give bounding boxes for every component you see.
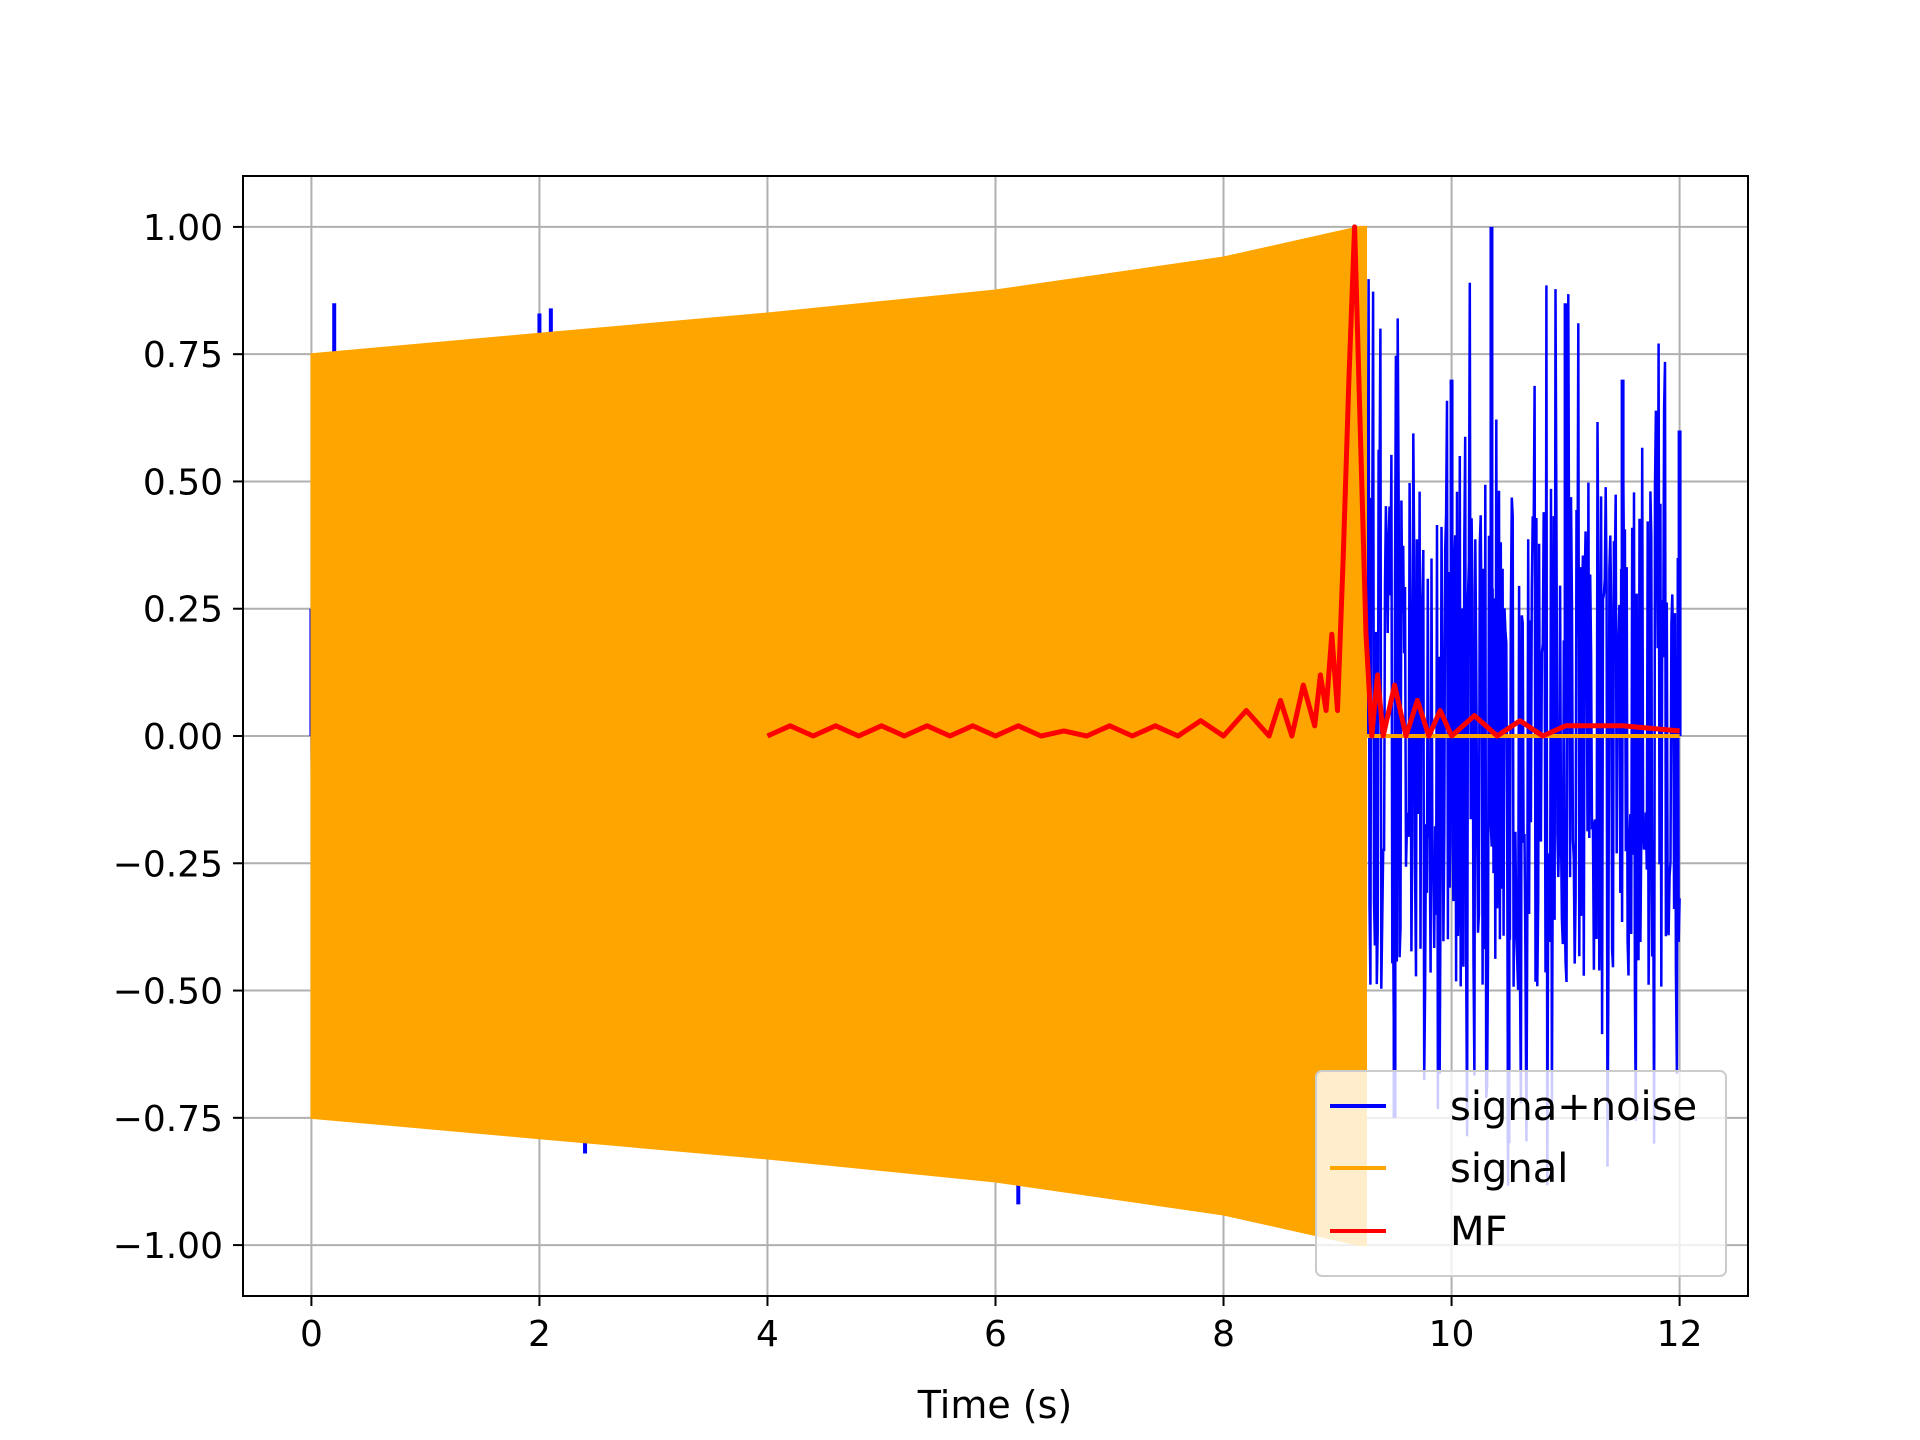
x-tick-label: 6 xyxy=(984,1314,1007,1355)
y-tick-label: −0.75 xyxy=(113,1099,223,1140)
plot-area xyxy=(309,224,1682,1247)
y-tick-label: 0.50 xyxy=(143,462,223,503)
x-tick-label: 0 xyxy=(300,1314,323,1355)
x-tick-label: 4 xyxy=(756,1314,779,1355)
y-tick-label: −1.00 xyxy=(113,1226,223,1267)
legend-label-mf: MF xyxy=(1450,1209,1508,1255)
y-tick-label: 0.75 xyxy=(143,335,223,376)
legend-label-signal: signal xyxy=(1450,1146,1568,1192)
x-tick-label: 10 xyxy=(1429,1314,1475,1355)
series-mf xyxy=(766,224,1680,739)
series-signal-area xyxy=(310,225,1367,1247)
x-tick-label: 8 xyxy=(1212,1314,1235,1355)
x-tick-label: 2 xyxy=(528,1314,551,1355)
y-tick-label: −0.50 xyxy=(113,972,223,1013)
y-tick-label: 0.00 xyxy=(143,717,223,758)
legend: signa+noise signal MF xyxy=(1315,1070,1727,1277)
y-tick-label: 1.00 xyxy=(143,208,223,249)
series-signal xyxy=(310,225,1367,1247)
y-tick-label: −0.25 xyxy=(113,844,223,885)
x-axis-label: Time (s) xyxy=(917,1383,1073,1427)
x-tick-label: 12 xyxy=(1657,1314,1703,1355)
legend-label-signal-noise: signa+noise xyxy=(1450,1084,1697,1130)
y-tick-label: 0.25 xyxy=(143,590,223,631)
legend-box xyxy=(1315,1070,1727,1277)
x-axis-ticks: 0 2 4 6 8 10 12 xyxy=(300,1296,1703,1355)
series-mf-line xyxy=(766,224,1680,739)
y-axis-ticks: 1.00 0.75 0.50 0.25 0.00 −0.25 −0.50 −0.75 −1.00 xyxy=(113,208,243,1267)
